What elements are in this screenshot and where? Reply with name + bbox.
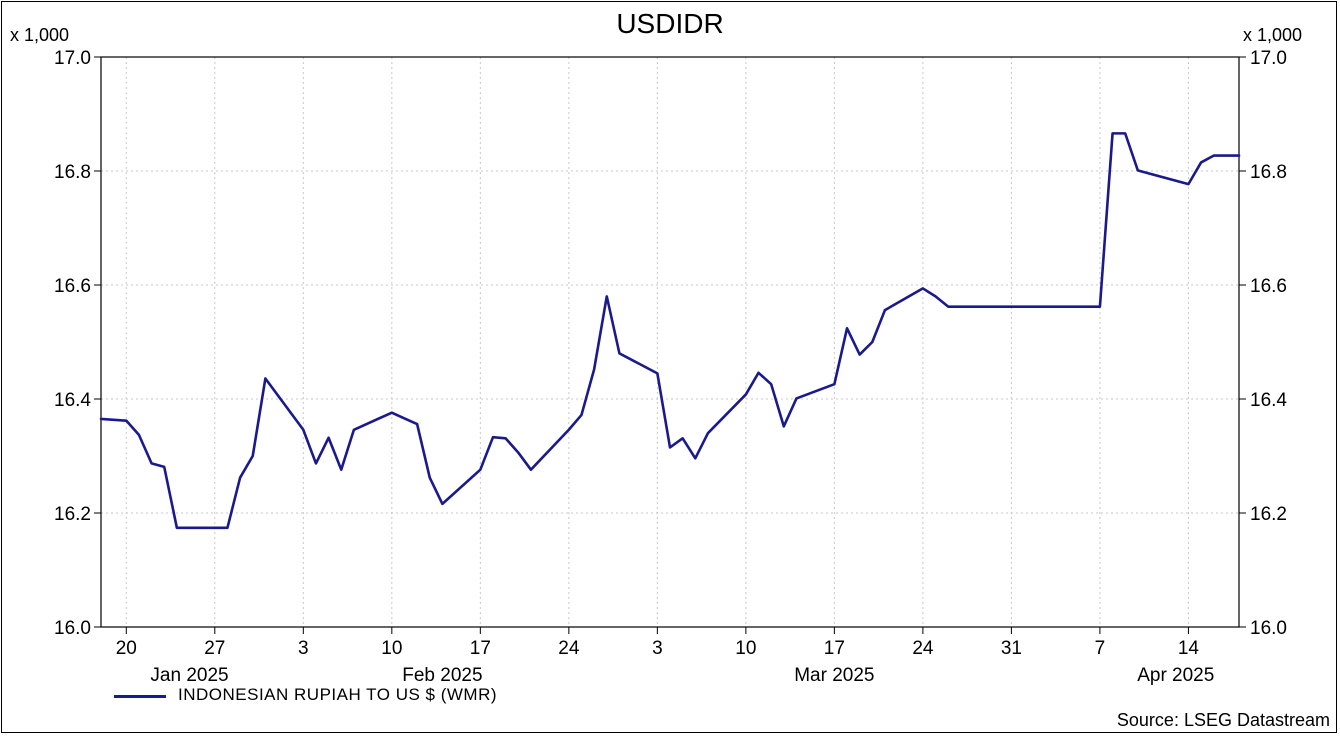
y-tick-label-right: 16.8: [1250, 162, 1287, 183]
x-tick-label: 14: [1178, 638, 1200, 659]
month-label: Apr 2025: [1137, 665, 1214, 686]
y-tick-label-right: 16.6: [1250, 276, 1287, 297]
x-tick-label: 3: [652, 638, 663, 659]
x-tick-label: 20: [116, 638, 137, 659]
x-tick-label: 3: [298, 638, 309, 659]
y-tick-label-right: 17.0: [1250, 48, 1287, 69]
y-tick-label-right: 16.2: [1250, 504, 1287, 525]
right-scale-note: x 1,000: [1243, 25, 1303, 45]
x-tick-label: 17: [824, 638, 845, 659]
chart-title: USDIDR: [616, 8, 724, 39]
y-tick-label-right: 16.4: [1250, 390, 1287, 411]
x-tick-label: 24: [912, 638, 934, 659]
x-tick-label: 10: [735, 638, 756, 659]
x-tick-label: 24: [558, 638, 580, 659]
y-tick-label-left: 16.6: [54, 276, 91, 297]
x-tick-label: 7: [1095, 638, 1106, 659]
legend-label: INDONESIAN RUPIAH TO US $ (WMR): [178, 685, 498, 704]
y-tick-label-left: 17.0: [54, 48, 91, 69]
month-label: Mar 2025: [794, 665, 874, 686]
x-tick-label: 31: [1001, 638, 1022, 659]
y-tick-label-left: 16.4: [54, 390, 91, 411]
series-line-usdidr: [99, 132, 1241, 530]
legend-swatch: [114, 695, 166, 698]
month-label: Feb 2025: [402, 665, 482, 686]
month-label: Jan 2025: [150, 665, 228, 686]
left-scale-note: x 1,000: [10, 25, 70, 45]
plot-area-border: [100, 56, 1240, 628]
y-tick-label-left: 16.8: [54, 162, 91, 183]
y-tick-label-left: 16.2: [54, 504, 91, 525]
x-tick-label: 10: [381, 638, 402, 659]
x-tick-label: 27: [204, 638, 225, 659]
y-tick-label-right: 16.0: [1250, 618, 1287, 639]
y-tick-label-left: 16.0: [54, 618, 91, 639]
source-note: Source: LSEG Datastream: [1116, 710, 1330, 730]
x-tick-label: 17: [470, 638, 491, 659]
